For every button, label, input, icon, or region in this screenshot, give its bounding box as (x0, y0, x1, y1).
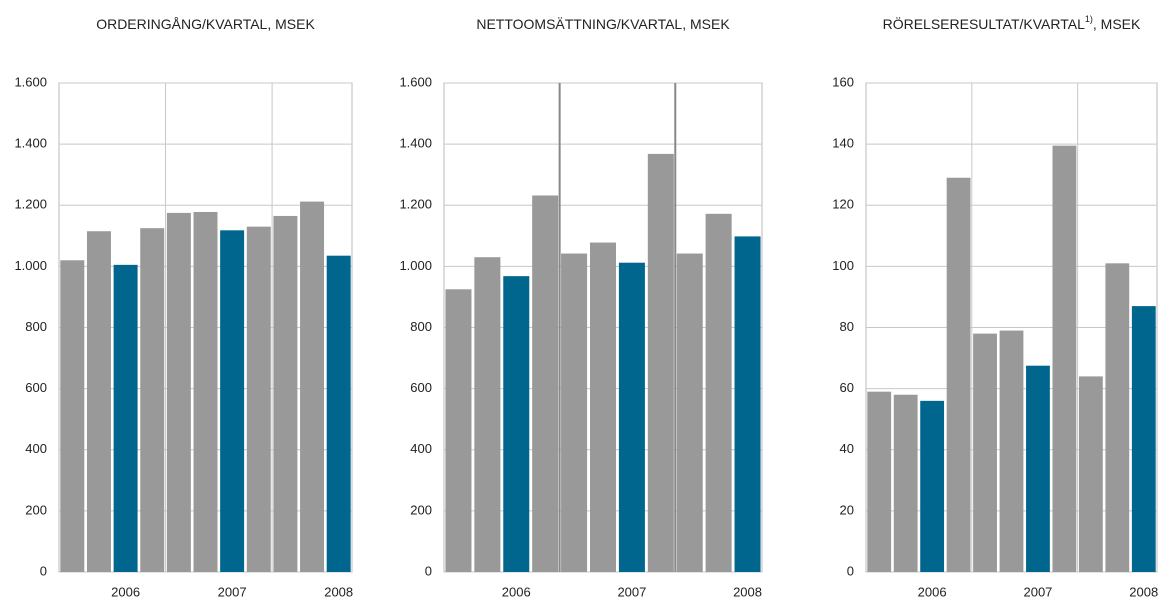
bar (193, 211, 218, 572)
y-tick-label: 100 (832, 258, 854, 273)
bar (503, 276, 530, 572)
bar (246, 226, 271, 573)
y-tick-label: 0 (425, 563, 432, 578)
bar (1131, 306, 1156, 572)
x-tick-label: 2007 (218, 584, 247, 599)
bar (920, 400, 945, 572)
bar (946, 177, 971, 572)
y-tick-label: 60 (840, 380, 854, 395)
bar (1105, 263, 1130, 572)
bar (705, 213, 732, 572)
x-tick-label: 2008 (1129, 584, 1158, 599)
y-tick-label: 400 (25, 441, 47, 456)
bar (999, 330, 1024, 572)
y-tick-label: 120 (832, 197, 854, 212)
y-tick-label: 1.200 (399, 197, 432, 212)
chart-title: NETTOOMSÄTTNING/KVARTAL, MSEK (476, 16, 730, 32)
x-tick-label: 2008 (733, 584, 762, 599)
y-tick-label: 200 (25, 502, 47, 517)
x-tick-label: 2007 (617, 584, 646, 599)
bar (445, 289, 472, 572)
x-tick-label: 2007 (1023, 584, 1052, 599)
y-tick-label: 40 (840, 441, 854, 456)
y-tick-label: 400 (410, 441, 432, 456)
y-tick-label: 1.000 (399, 258, 432, 273)
x-tick-label: 2008 (324, 584, 353, 599)
bar (1078, 376, 1103, 572)
y-tick-label: 140 (832, 136, 854, 151)
bar (273, 215, 298, 572)
chart-panel: RÖRELSERESULTAT/KVARTAL1), MSEK 0 20 40 60 80… (832, 14, 1158, 599)
y-tick-label: 600 (25, 380, 47, 395)
y-tick-label: 1.200 (14, 197, 47, 212)
bar (86, 231, 111, 572)
bar (300, 201, 325, 572)
bar (561, 253, 588, 572)
bar (113, 264, 138, 572)
y-tick-label: 1.400 (14, 136, 47, 151)
title-text: NETTOOMSÄTTNING/KVARTAL, MSEK (476, 16, 730, 32)
y-tick-label: 200 (410, 502, 432, 517)
bar (140, 228, 165, 572)
y-tick-label: 160 (832, 74, 854, 89)
y-tick-label: 1.400 (399, 136, 432, 151)
chart-title: RÖRELSERESULTAT/KVARTAL1), MSEK (883, 14, 1141, 31)
chart-panel: NETTOOMSÄTTNING/KVARTAL, MSEK 0 200 400 600 8… (399, 16, 763, 599)
y-tick-label: 0 (40, 563, 47, 578)
bar (893, 394, 918, 572)
y-tick-label: 1.600 (14, 74, 47, 89)
title-text: RÖRELSERESULTAT/KVARTAL (883, 15, 1085, 32)
y-tick-label: 800 (410, 319, 432, 334)
x-tick-label: 2006 (502, 584, 531, 599)
bar (60, 260, 85, 572)
bar (532, 195, 559, 572)
bar (647, 153, 674, 572)
bar (220, 230, 245, 572)
chart-panel: ORDERINGÅNG/KVARTAL, MSEK 0 200 400 600 800 1.… (14, 16, 353, 600)
y-tick-label: 800 (25, 319, 47, 334)
y-tick-label: 80 (840, 319, 854, 334)
bar (1052, 145, 1077, 572)
bar (973, 333, 997, 572)
bar (618, 262, 645, 572)
y-tick-label: 1.600 (399, 74, 432, 89)
title-unit: , MSEK (1093, 16, 1141, 32)
bar (166, 212, 191, 572)
bar (474, 257, 501, 572)
title-note: 1) (1085, 14, 1093, 24)
bar (1026, 365, 1050, 572)
y-tick-label: 1.000 (14, 258, 47, 273)
bar (676, 253, 703, 572)
x-tick-label: 2006 (111, 584, 140, 599)
x-tick-label: 2006 (918, 584, 947, 599)
y-tick-label: 600 (410, 380, 432, 395)
bar (589, 242, 617, 572)
bar (734, 236, 761, 572)
title-text: ORDERINGÅNG/KVARTAL, MSEK (96, 16, 315, 32)
chart-title: ORDERINGÅNG/KVARTAL, MSEK (96, 16, 315, 32)
y-tick-label: 20 (840, 502, 854, 517)
y-tick-label: 0 (847, 563, 854, 578)
bar (867, 391, 892, 572)
bar (326, 255, 351, 572)
